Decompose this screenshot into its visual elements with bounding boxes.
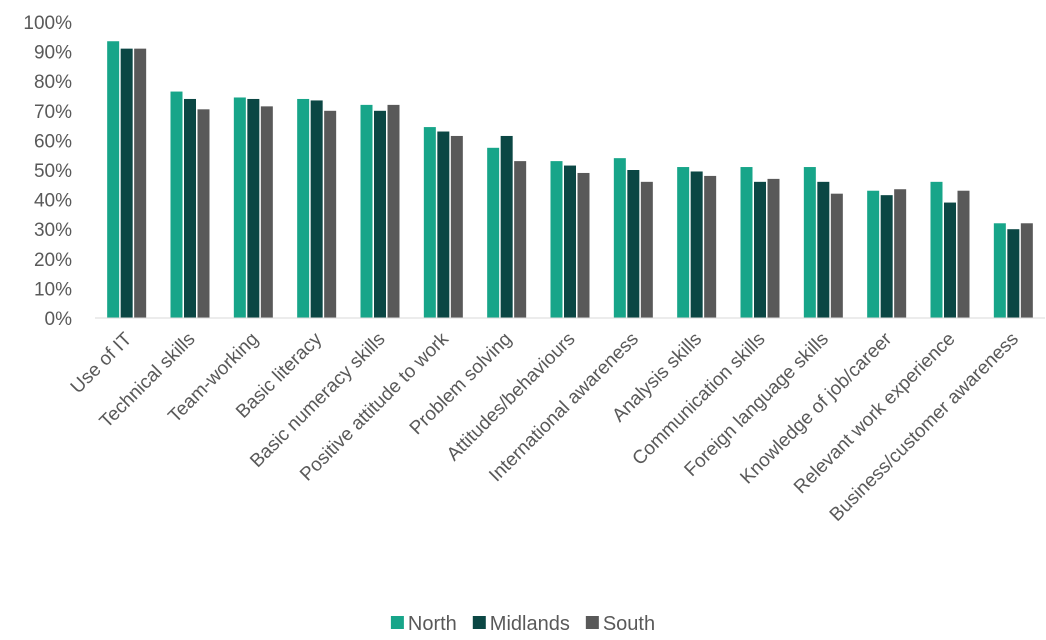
legend-swatch-midlands: [472, 616, 486, 629]
bar-north: [233, 97, 246, 318]
y-tick-label: 30%: [34, 220, 72, 241]
bar-midlands: [120, 48, 133, 318]
bar-south: [894, 189, 907, 318]
bars: [107, 41, 1033, 319]
bar-midlands: [564, 165, 576, 318]
legend: North Midlands South: [390, 613, 655, 635]
y-tick-label: 50%: [34, 161, 72, 182]
bar-south: [640, 181, 653, 318]
bar-midlands: [184, 98, 196, 319]
bar-midlands: [880, 195, 893, 318]
y-tick-label: 80%: [34, 72, 72, 93]
bar-south: [830, 193, 843, 318]
bar-south: [197, 109, 210, 318]
y-tick-label: 20%: [34, 250, 72, 271]
y-tick-label: 100%: [23, 13, 72, 34]
bar-midlands: [374, 110, 386, 318]
bar-south: [767, 178, 780, 318]
bar-midlands: [627, 170, 640, 318]
bar-north: [487, 147, 500, 318]
bar-north: [740, 167, 753, 318]
bar-midlands: [690, 171, 703, 318]
y-tick-label: 90%: [34, 43, 72, 64]
y-axis: 0% 10% 20% 30% 40% 50% 60% 70% 80% 90% 100%: [23, 13, 72, 330]
bar-north: [993, 223, 1006, 318]
legend-label-midlands: Midlands: [490, 613, 570, 635]
y-tick-label: 70%: [34, 102, 72, 123]
legend-swatch-south: [585, 616, 599, 629]
bar-south: [324, 110, 337, 318]
bar-north: [867, 190, 880, 318]
bar-south: [387, 104, 400, 318]
bar-midlands: [310, 100, 323, 318]
bar-north: [107, 41, 120, 319]
bar-north: [423, 127, 436, 318]
bar-north: [613, 158, 626, 318]
bar-midlands: [817, 181, 830, 318]
bar-south: [1020, 223, 1033, 318]
bar-north: [930, 181, 943, 318]
legend-label-north: North: [408, 613, 457, 635]
y-tick-label: 10%: [34, 279, 72, 300]
bar-midlands: [500, 135, 513, 318]
y-tick-label: 0%: [45, 309, 73, 330]
bar-midlands: [754, 181, 766, 318]
bar-midlands: [944, 202, 956, 318]
bar-south: [450, 135, 463, 318]
legend-swatch-north: [390, 616, 404, 629]
bar-south: [704, 175, 717, 318]
bar-south: [577, 172, 590, 318]
bar-midlands: [437, 131, 450, 318]
y-tick-label: 60%: [34, 131, 72, 152]
bar-south: [514, 161, 527, 318]
bar-north: [677, 167, 690, 318]
bar-south: [134, 48, 147, 318]
y-tick-label: 40%: [34, 191, 72, 212]
bar-north: [803, 167, 816, 318]
bar-north: [297, 98, 310, 319]
bar-midlands: [247, 98, 260, 319]
legend-label-south: South: [603, 613, 655, 635]
bar-north: [360, 104, 373, 318]
bar-south: [260, 106, 273, 318]
bar-north: [550, 161, 563, 318]
bar-midlands: [1007, 229, 1020, 318]
bar-south: [957, 190, 970, 318]
bar-north: [170, 91, 183, 318]
